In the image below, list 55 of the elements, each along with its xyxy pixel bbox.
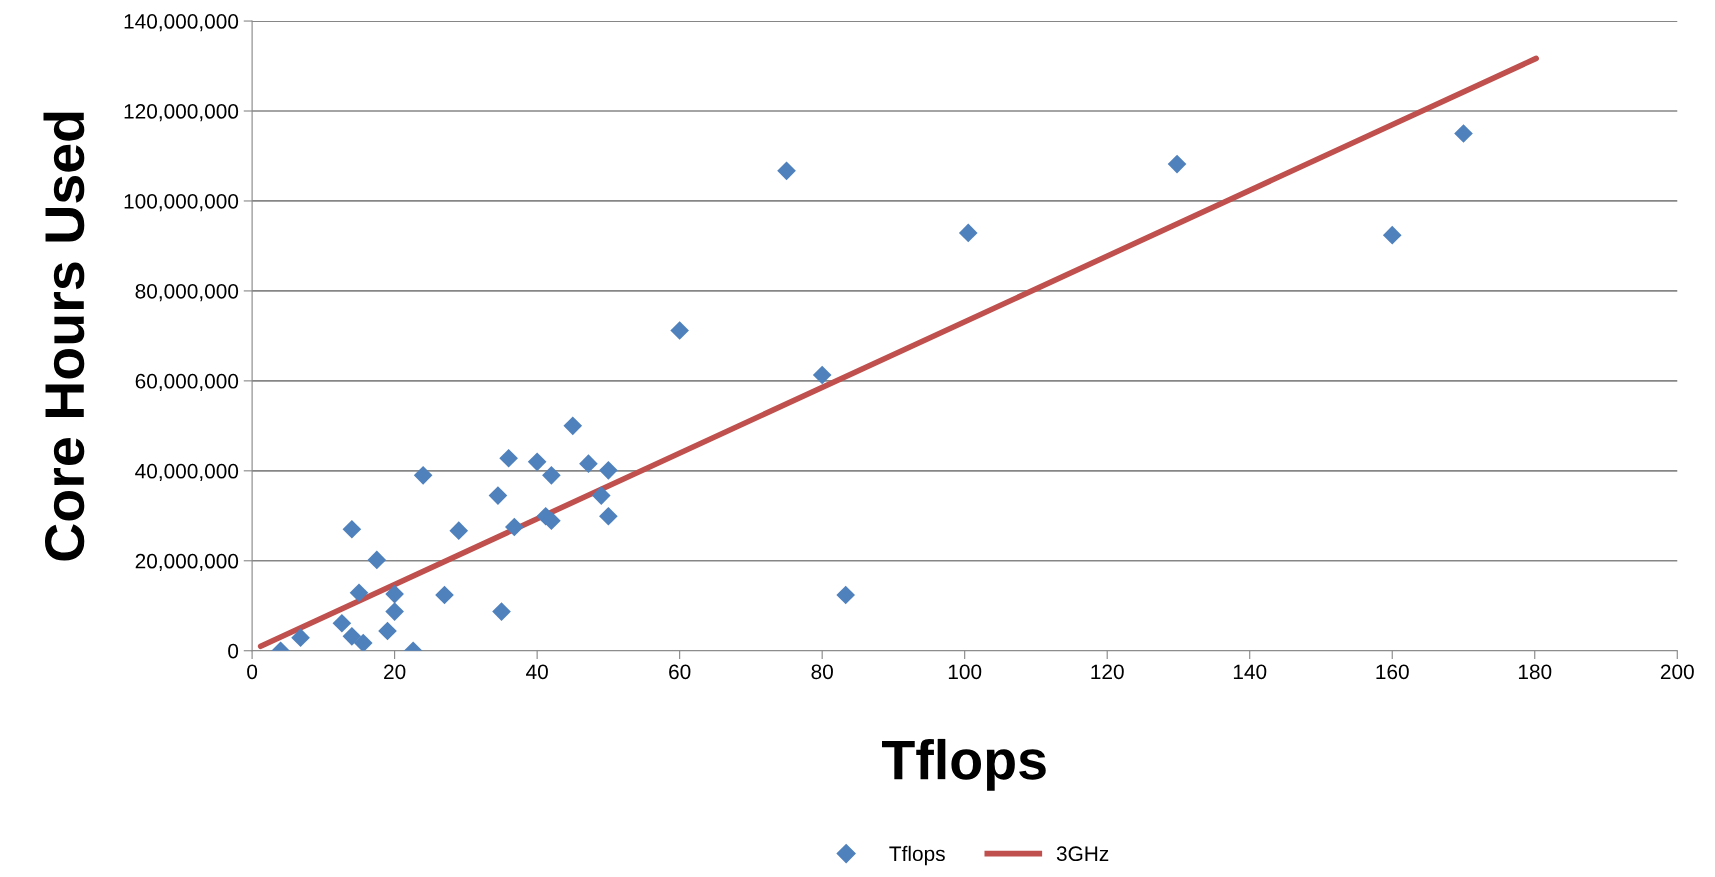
point xyxy=(378,621,397,641)
point xyxy=(836,585,855,605)
point xyxy=(777,161,796,181)
x-tick-label: 100 xyxy=(948,664,982,680)
x-tick-label: 0 xyxy=(247,664,258,680)
point xyxy=(958,223,978,243)
x-axis-title: Tflops xyxy=(882,738,1046,791)
point xyxy=(492,602,511,621)
y-axis-title: Core Hours Used xyxy=(43,112,85,561)
y-tick-label: 100,000,000 xyxy=(124,193,239,212)
point xyxy=(291,628,310,648)
point xyxy=(342,519,362,539)
x-tick-label: 120 xyxy=(1091,664,1124,680)
point xyxy=(505,517,524,537)
y-tick-label: 60,000,000 xyxy=(135,373,239,392)
legend-label: Tflops xyxy=(889,845,945,866)
point xyxy=(488,486,508,505)
point xyxy=(527,452,547,472)
point xyxy=(579,454,598,473)
point xyxy=(353,633,373,651)
point xyxy=(542,466,561,485)
y-tick-label: 0 xyxy=(228,643,239,659)
point xyxy=(1167,154,1187,174)
point xyxy=(499,448,518,468)
point xyxy=(1454,124,1473,143)
point xyxy=(367,550,387,570)
y-tick-label: 20,000,000 xyxy=(135,553,239,571)
x-tick-label: 180 xyxy=(1518,664,1552,680)
y-tick-label: 40,000,000 xyxy=(135,463,239,482)
point xyxy=(599,461,618,480)
point xyxy=(449,521,469,540)
point xyxy=(332,613,352,633)
point xyxy=(435,585,454,605)
point xyxy=(385,584,404,604)
point xyxy=(812,365,832,385)
point xyxy=(413,466,433,485)
point xyxy=(563,416,583,436)
point xyxy=(342,627,362,646)
legend-label: 3GHz xyxy=(1056,846,1109,862)
y-tick-label: 80,000,000 xyxy=(135,283,239,302)
x-tick-label: 200 xyxy=(1660,664,1694,680)
point xyxy=(591,486,611,505)
x-tick-label: 40 xyxy=(526,664,548,680)
x-tick-label: 160 xyxy=(1376,664,1409,680)
y-tick-label: 120,000,000 xyxy=(124,104,239,122)
point xyxy=(670,321,689,340)
point xyxy=(599,506,618,526)
point xyxy=(349,583,369,603)
y-tick-label: 140,000,000 xyxy=(124,14,239,32)
x-tick-label: 80 xyxy=(811,664,833,680)
x-tick-label: 140 xyxy=(1233,664,1267,680)
x-tick-label: 60 xyxy=(669,664,691,680)
point xyxy=(385,602,404,621)
x-tick-label: 20 xyxy=(384,664,406,680)
point xyxy=(1382,225,1402,245)
